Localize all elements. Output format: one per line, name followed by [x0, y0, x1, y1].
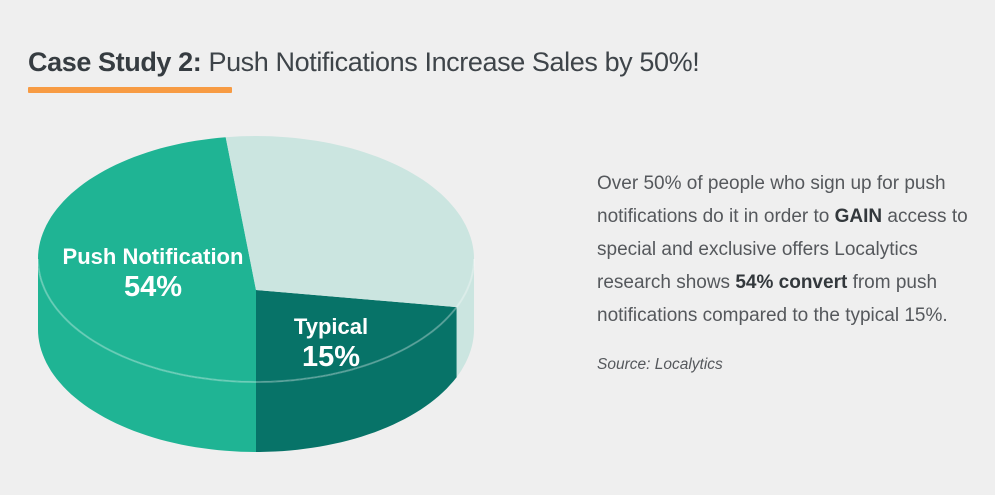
slice-label-typical: Typical: [294, 314, 368, 339]
pie-slice-top: [38, 137, 256, 382]
header: Case Study 2: Push Notifications Increas…: [28, 44, 700, 93]
description-bold-segment: 54% convert: [735, 272, 848, 293]
slice-value-typical: 15%: [302, 341, 360, 373]
pie-labels: Push Notification 54% Typical 15%: [63, 244, 369, 373]
pie-slice-side: [38, 259, 256, 452]
pie-slice-top: [225, 136, 474, 308]
pie-slice-side: [256, 307, 457, 452]
title-rest: Push Notifications Increase Sales by 50%…: [201, 47, 700, 77]
pie-rim-highlight: [37, 258, 475, 384]
description-segment: Over 50% of people who sign up for push …: [597, 173, 946, 227]
title-underline-accent: [28, 87, 232, 93]
description-segment: access to special and exclusive offers L…: [597, 206, 968, 293]
description-text: Over 50% of people who sign up for push …: [597, 167, 977, 332]
description-bold-segment: GAIN: [834, 206, 883, 227]
slice-value-push-notification: 54%: [124, 271, 182, 303]
source-attribution: Source: Localytics: [597, 356, 723, 373]
page-title: Case Study 2: Push Notifications Increas…: [28, 44, 700, 80]
title-emphasis: Case Study 2:: [28, 47, 202, 77]
pie-slice-side: [456, 259, 474, 378]
description-segment: from push notifications compared to the …: [597, 272, 948, 326]
pie-slices: [37, 136, 475, 452]
pie-slice-top: [256, 290, 457, 382]
slice-label-push-notification: Push Notification: [63, 244, 244, 269]
description-panel: Over 50% of people who sign up for push …: [597, 167, 977, 374]
